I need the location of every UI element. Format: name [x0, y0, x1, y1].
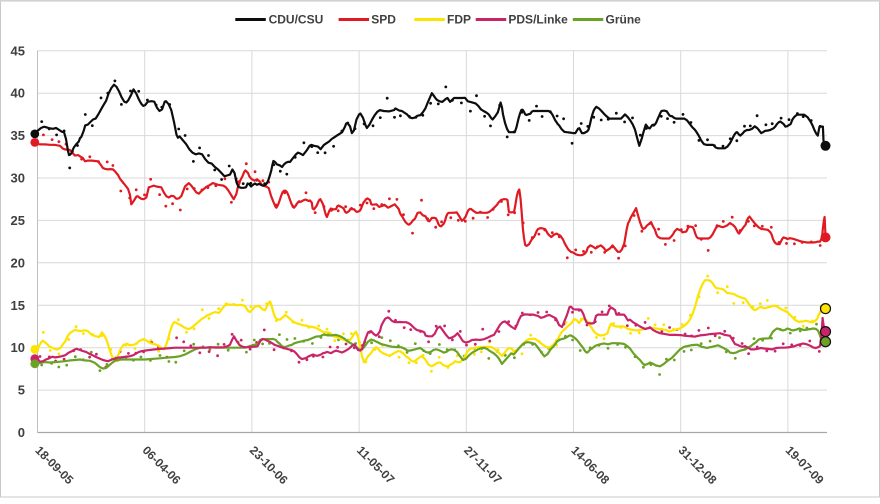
svg-text:5: 5 [18, 383, 25, 398]
svg-text:SPD: SPD [371, 13, 396, 27]
svg-text:25: 25 [11, 213, 25, 228]
svg-text:15: 15 [11, 298, 25, 313]
svg-text:Grüne: Grüne [606, 13, 642, 27]
svg-text:30: 30 [11, 171, 25, 186]
svg-text:10: 10 [11, 340, 25, 355]
svg-text:0: 0 [18, 425, 25, 440]
svg-text:40: 40 [11, 86, 25, 101]
svg-text:20: 20 [11, 255, 25, 270]
svg-text:PDS/Linke: PDS/Linke [508, 13, 568, 27]
svg-text:CDU/CSU: CDU/CSU [269, 13, 324, 27]
svg-text:FDP: FDP [447, 13, 471, 27]
svg-text:35: 35 [11, 128, 25, 143]
svg-text:45: 45 [11, 43, 25, 58]
